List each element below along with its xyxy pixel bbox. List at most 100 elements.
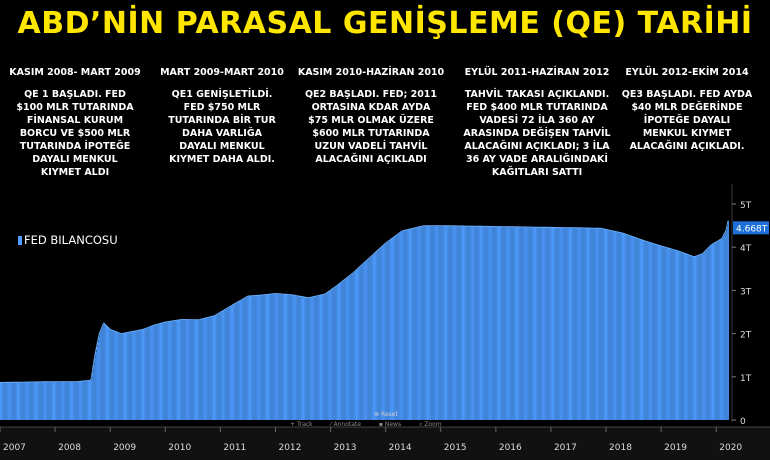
- reset-button[interactable]: ⊗ Reset: [374, 411, 398, 418]
- bar: [232, 305, 234, 420]
- bar: [221, 311, 223, 420]
- annotate-button[interactable]: ⁄ Annotate: [330, 421, 361, 428]
- bar: [52, 381, 54, 420]
- bar: [630, 235, 632, 420]
- bar: [367, 259, 369, 420]
- bar: [494, 226, 496, 420]
- bar: [662, 246, 664, 420]
- bar: [403, 230, 405, 420]
- bar: [522, 226, 524, 420]
- bar: [206, 317, 208, 420]
- bar: [14, 382, 16, 420]
- bar: [134, 330, 136, 420]
- zoom-label: Zoom: [424, 421, 442, 428]
- bar: [672, 249, 674, 420]
- bar: [415, 227, 417, 420]
- bar: [715, 242, 717, 420]
- bar: [421, 226, 423, 420]
- bar: [411, 228, 413, 420]
- bar: [285, 294, 287, 420]
- bar: [600, 228, 602, 420]
- bar: [692, 256, 694, 420]
- bar: [357, 269, 359, 420]
- bar: [374, 253, 376, 420]
- bar: [678, 250, 680, 420]
- bar: [566, 227, 568, 420]
- zoom-button[interactable]: ⌕ Zoom: [419, 421, 442, 428]
- bar: [642, 239, 644, 420]
- bar: [722, 236, 724, 420]
- bar: [36, 381, 38, 420]
- bar: [693, 256, 695, 420]
- bar: [31, 381, 33, 420]
- news-button[interactable]: ▪ News: [378, 421, 402, 428]
- bar: [255, 295, 257, 420]
- bar: [495, 226, 497, 420]
- bar: [568, 227, 570, 420]
- bar: [298, 295, 300, 420]
- bar: [390, 239, 392, 420]
- bar: [660, 245, 662, 420]
- bar: [719, 239, 721, 420]
- bar: [319, 295, 321, 420]
- bar: [435, 225, 437, 420]
- bar: [417, 227, 419, 420]
- bar: [616, 231, 618, 420]
- bar: [406, 229, 408, 420]
- bar: [60, 381, 62, 420]
- bar: [267, 294, 268, 420]
- bar: [3, 382, 5, 420]
- bar: [265, 294, 267, 420]
- bar: [76, 381, 78, 420]
- bar: [114, 330, 116, 420]
- legend-swatch: [18, 236, 22, 245]
- bar: [366, 260, 368, 420]
- bar: [67, 381, 69, 420]
- bar: [607, 229, 609, 420]
- bar: [156, 324, 158, 420]
- y-tick-label: 2T: [740, 331, 752, 341]
- period-5: EYLÜL 2012-EKİM 2014 QE3 BAŞLADI. FED AY…: [612, 66, 762, 153]
- bar: [434, 225, 436, 420]
- bar: [720, 239, 722, 420]
- bar: [369, 257, 371, 420]
- bar: [32, 381, 34, 420]
- bar: [572, 227, 574, 420]
- bar: [688, 254, 690, 420]
- bar: [270, 294, 272, 420]
- bar: [162, 322, 164, 420]
- x-tick-label: 2012: [278, 443, 301, 453]
- bar: [260, 295, 262, 420]
- bar: [113, 330, 115, 420]
- bar: [545, 227, 547, 420]
- period-4: EYLÜL 2011-HAZİRAN 2012 TAHVİL TAKASI AÇ…: [462, 66, 612, 179]
- bar: [397, 234, 399, 420]
- track-button[interactable]: + Track: [290, 421, 313, 428]
- bar: [347, 277, 349, 420]
- bar: [187, 319, 189, 420]
- bar: [48, 381, 50, 420]
- fed-balance-chart[interactable]: 0 1T 2T 3T 4T 5T 4.668T 2007 2008 2009 2010 2011 201…: [0, 180, 770, 460]
- bar: [644, 240, 646, 420]
- bar: [549, 227, 551, 420]
- bar: [204, 318, 206, 420]
- bar: [666, 247, 668, 420]
- bar: [698, 255, 700, 420]
- bar: [315, 296, 317, 420]
- bar: [104, 324, 106, 420]
- bar: [493, 226, 495, 420]
- bar: [697, 255, 699, 420]
- bar: [241, 299, 243, 420]
- bar: [419, 226, 421, 420]
- bar: [379, 248, 381, 420]
- bar: [679, 251, 681, 420]
- bar: [433, 225, 435, 420]
- bar: [141, 329, 143, 420]
- bar: [638, 238, 640, 420]
- bar: [167, 321, 169, 420]
- bar: [310, 297, 312, 420]
- bar: [261, 294, 263, 420]
- bar: [392, 238, 394, 420]
- bar: [103, 323, 105, 420]
- bar: [68, 381, 70, 420]
